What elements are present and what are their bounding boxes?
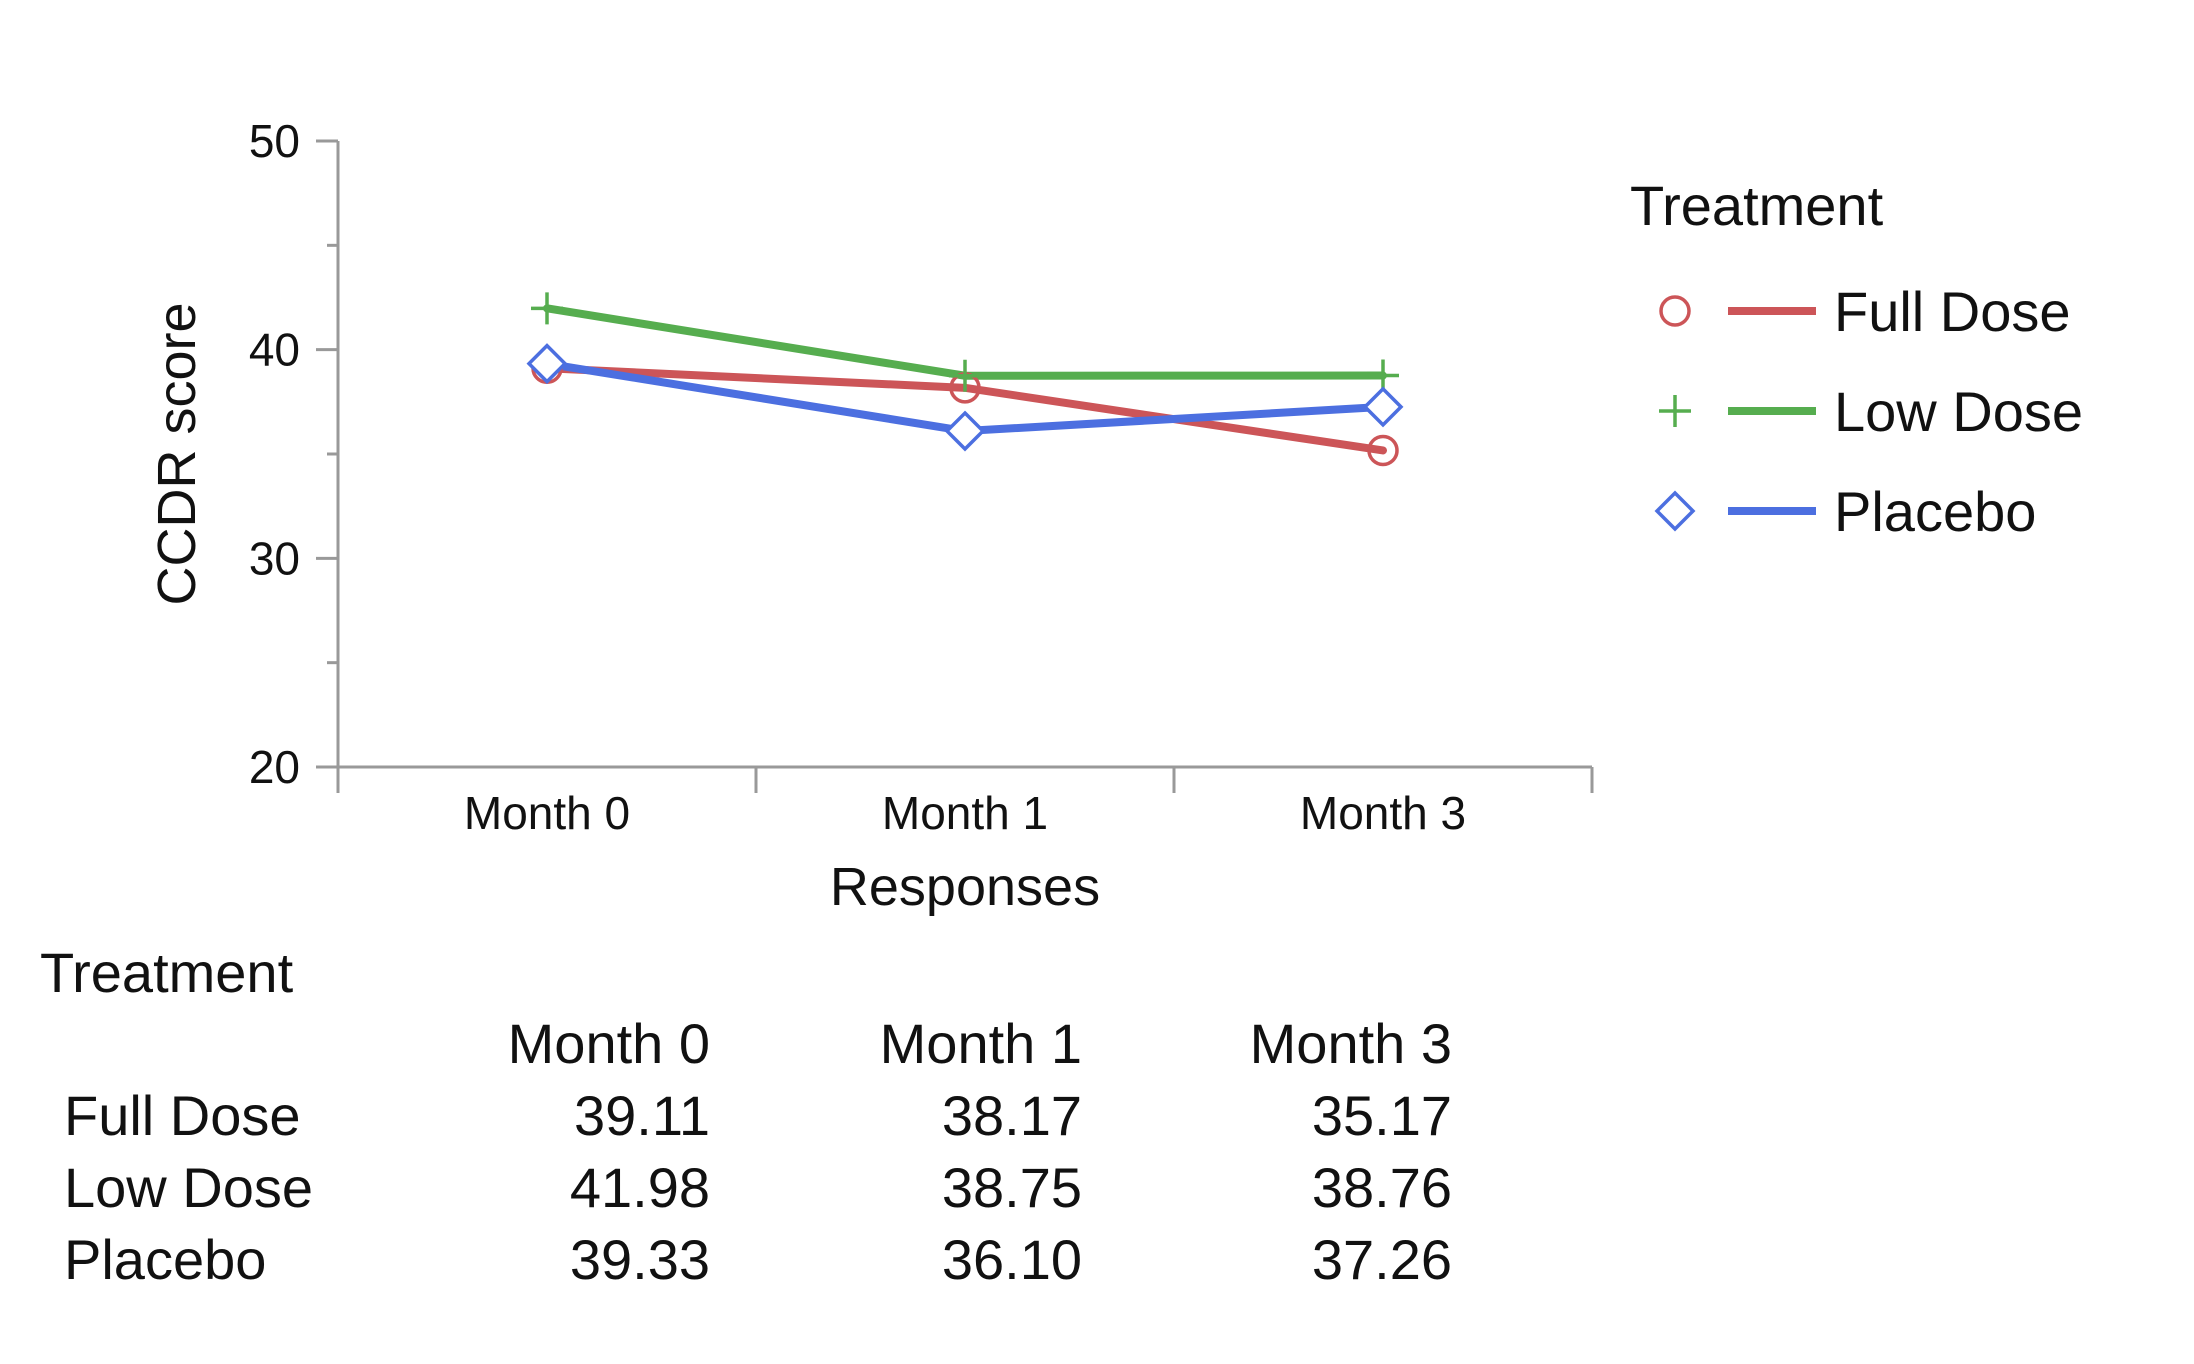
table-cell: 38.76 [1311,1156,1452,1219]
data-point-placebo-diamond-marker [944,410,986,452]
x-tick-label: Month 3 [1300,787,1466,839]
column-header: Month 1 [879,1012,1082,1075]
column-header: Month 0 [507,1012,710,1075]
legend-placebo-diamond-marker [1654,490,1696,532]
table-cell: 39.33 [569,1228,710,1291]
data-point-low-dose-plus-marker [949,359,981,392]
y-axis-title: CCDR score [147,302,207,605]
legend-title: Treatment [1630,174,1884,237]
data-point-low-dose-plus-marker [1367,359,1399,392]
data-point-low-dose-plus-marker [531,292,563,325]
y-tick-label: 30 [249,532,300,584]
y-tick-label: 20 [249,741,300,793]
legend-label-full-dose: Full Dose [1834,280,2071,343]
data-point-placebo-diamond-marker [1362,386,1404,428]
y-tick-label: 40 [249,324,300,376]
legend-label-placebo: Placebo [1834,480,2036,543]
line-chart: 20 30 40 50 Month 0 Month 1 Month 3 Responses CC… [147,115,2083,917]
table-cell: 36.10 [941,1228,1082,1291]
x-axis-title: Responses [830,857,1100,917]
table-cell: 41.98 [569,1156,710,1219]
row-label: Placebo [64,1228,267,1291]
table-cell: 38.17 [941,1084,1082,1147]
table-title: Treatment [40,941,294,1004]
y-tick-label: 50 [249,115,300,167]
x-tick-label: Month 0 [464,787,630,839]
column-header: Month 3 [1249,1012,1452,1075]
legend-full-dose-circle-marker [1659,295,1691,327]
legend-low-dose-plus-marker [1659,395,1691,427]
table-cell: 38.75 [941,1156,1082,1219]
data-point-full-dose-circle-marker [1367,434,1399,467]
table-cell: 35.17 [1311,1084,1452,1147]
table-cell: 39.11 [574,1084,710,1147]
row-label: Full Dose [64,1084,301,1147]
legend-label-low-dose: Low Dose [1834,380,2083,443]
row-label: Low Dose [64,1156,314,1219]
data-point-placebo-diamond-marker [526,343,568,385]
table-cell: 37.26 [1311,1228,1452,1291]
x-tick-label: Month 1 [882,787,1048,839]
